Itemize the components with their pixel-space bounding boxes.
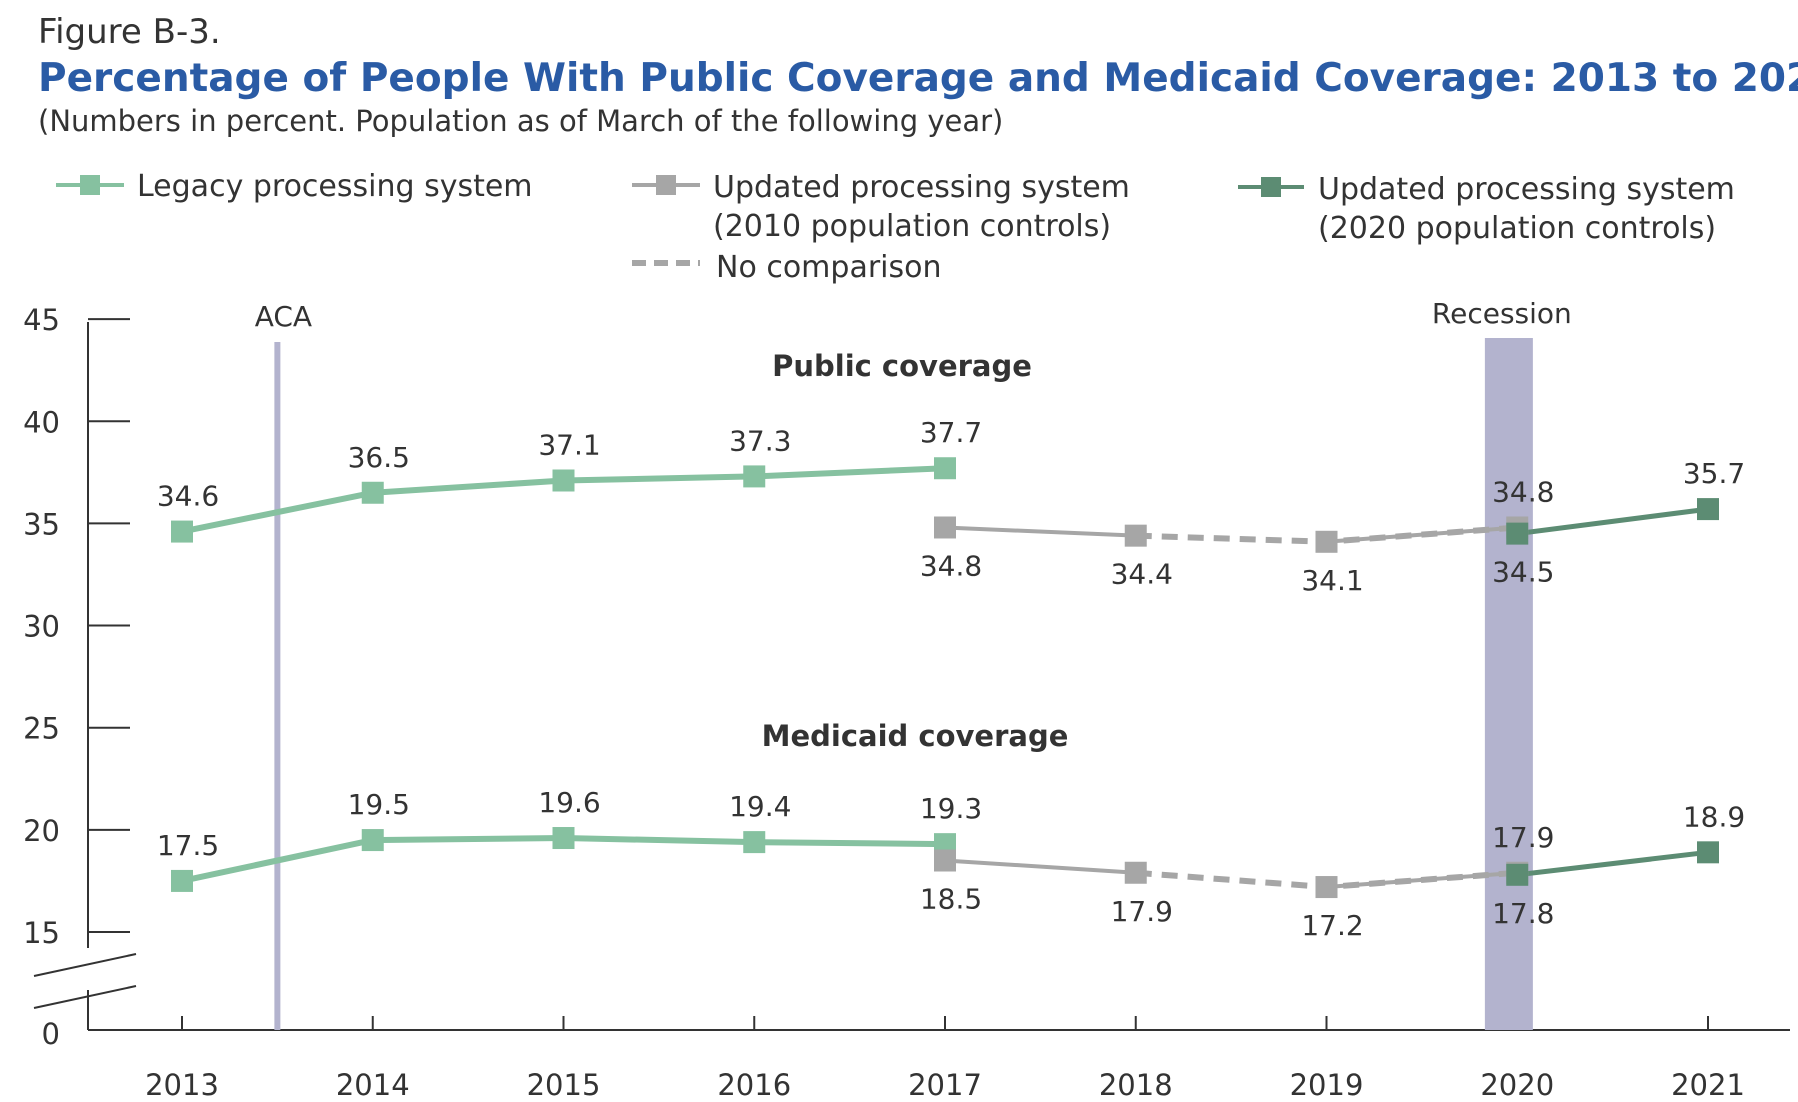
data-label-2014-1: 36.5 bbox=[348, 441, 410, 474]
medicaid-point-legacy-2014 bbox=[361, 829, 384, 852]
aca-label: ACA bbox=[255, 300, 312, 333]
series-layer bbox=[171, 457, 1719, 899]
data-label-2021-21: 18.9 bbox=[1683, 800, 1745, 833]
public-point-updated-2020-2021 bbox=[1697, 498, 1719, 521]
medicaid-point-updated-2020-2021 bbox=[1697, 841, 1719, 864]
x-tick-label-2014: 2014 bbox=[336, 1068, 410, 1102]
public-point-updated-2020-2020 bbox=[1506, 522, 1529, 545]
legend-label-legacy: Legacy processing system bbox=[137, 169, 533, 204]
data-label-2017-15: 19.3 bbox=[920, 792, 982, 825]
medicaid-point-legacy-2016 bbox=[743, 831, 766, 854]
axis-break-mark-2 bbox=[33, 985, 137, 1009]
axis-break-mark-1 bbox=[33, 953, 137, 977]
data-label-2020-8: 34.8 bbox=[1492, 475, 1554, 508]
data-label-2021-10: 35.7 bbox=[1683, 457, 1745, 490]
medicaid-line-updated-2010-3 bbox=[1326, 870, 1518, 890]
legend-swatch-2010-marker bbox=[656, 175, 676, 195]
medicaid-point-legacy-2013 bbox=[171, 869, 193, 892]
legend-swatch-2020-marker bbox=[1261, 177, 1281, 197]
data-label-2015-13: 19.6 bbox=[538, 786, 600, 819]
legend-label-2020-line2: (2020 population controls) bbox=[1318, 211, 1716, 246]
x-tick-label-2013: 2013 bbox=[145, 1068, 219, 1102]
legend-label-2010-line1: Updated processing system bbox=[713, 170, 1130, 205]
recession-label: Recession bbox=[1432, 297, 1572, 330]
public-point-legacy-2016 bbox=[743, 465, 766, 488]
public-line-updated-2010-1 bbox=[944, 525, 1136, 538]
panel-label-medicaid-coverage: Medicaid coverage bbox=[762, 719, 1069, 753]
data-label-2019-7: 34.1 bbox=[1301, 564, 1363, 597]
public-point-updated-2010-2018 bbox=[1124, 524, 1147, 547]
legend-label-2010-line2: (2010 population controls) bbox=[713, 209, 1111, 244]
y-tick-label-15: 15 bbox=[23, 916, 60, 950]
y-tick-label-35: 35 bbox=[23, 507, 60, 541]
x-tick-label-2018: 2018 bbox=[1099, 1068, 1173, 1102]
medicaid-point-updated-2010-2018 bbox=[1124, 861, 1147, 884]
data-label-2019-18: 17.2 bbox=[1301, 909, 1363, 942]
medicaid-point-legacy-2015 bbox=[552, 827, 575, 850]
data-label-2014-12: 19.5 bbox=[348, 788, 410, 821]
legend-label-no-comparison: No comparison bbox=[716, 250, 942, 285]
medicaid-line-updated-2020-4 bbox=[1516, 849, 1709, 878]
data-label-2018-6: 34.4 bbox=[1111, 558, 1173, 591]
data-label-2017-16: 18.5 bbox=[920, 882, 982, 915]
public-point-updated-2010-2017 bbox=[934, 516, 956, 539]
public-line-updated-2020-4 bbox=[1516, 506, 1709, 537]
legend-item-no-comparison: No comparison bbox=[632, 250, 942, 285]
y-tick-label-45: 45 bbox=[23, 303, 60, 337]
legend-swatch-legacy-marker bbox=[80, 175, 100, 195]
panel-label-public-coverage: Public coverage bbox=[772, 349, 1032, 383]
y-tick-label-30: 30 bbox=[23, 610, 60, 644]
x-tick-label-2019: 2019 bbox=[1290, 1068, 1364, 1102]
data-label-2017-4: 37.7 bbox=[920, 416, 982, 449]
data-label-2013-0: 34.6 bbox=[157, 480, 219, 513]
x-tick-label-2021: 2021 bbox=[1671, 1068, 1745, 1102]
medicaid-point-updated-2020-2020 bbox=[1506, 863, 1529, 886]
x-tick-label-2016: 2016 bbox=[717, 1068, 791, 1102]
data-label-2020-20: 17.8 bbox=[1492, 897, 1554, 930]
y-tick-label-0: 0 bbox=[42, 1017, 60, 1051]
public-point-legacy-2014 bbox=[361, 481, 384, 504]
y-tick-label-25: 25 bbox=[23, 712, 60, 746]
medicaid-line-updated-2010-1 bbox=[944, 858, 1136, 875]
public-point-updated-2010-2019 bbox=[1315, 530, 1338, 553]
medicaid-point-updated-2010-2019 bbox=[1315, 876, 1338, 899]
data-label-2018-17: 17.9 bbox=[1111, 895, 1173, 928]
legend-item-updated-2020: Updated processing system (2020 populati… bbox=[1238, 172, 1735, 246]
public-point-legacy-2013 bbox=[171, 520, 193, 543]
annotations: ACA Recession bbox=[255, 297, 1572, 1030]
recession-band bbox=[1484, 338, 1533, 1030]
data-label-2013-11: 17.5 bbox=[157, 829, 219, 862]
legend-label-2020-line1: Updated processing system bbox=[1318, 172, 1735, 207]
figure-label: Figure B-3. bbox=[38, 12, 221, 52]
public-line-updated-2010-3 bbox=[1326, 525, 1518, 544]
y-tick-label-20: 20 bbox=[23, 814, 60, 848]
x-tick-label-2020: 2020 bbox=[1480, 1068, 1554, 1102]
data-label-2016-14: 19.4 bbox=[729, 790, 791, 823]
data-label-2015-2: 37.1 bbox=[538, 428, 600, 461]
legend-item-updated-2010: Updated processing system (2010 populati… bbox=[632, 170, 1130, 244]
chart-subtitle: (Numbers in percent. Population as of Ma… bbox=[38, 104, 1004, 138]
legend: Legacy processing system Updated process… bbox=[56, 169, 1735, 285]
public-point-legacy-2015 bbox=[552, 469, 575, 492]
data-labels-layer: 34.6 36.5 37.1 37.3 37.7 34.8 34.4 34.1 34.8 34.5… bbox=[157, 416, 1745, 942]
public-point-legacy-2017 bbox=[934, 457, 956, 480]
x-tick-label-2015: 2015 bbox=[527, 1068, 601, 1102]
data-label-2020-9: 34.5 bbox=[1492, 556, 1554, 589]
medicaid-point-updated-2010-2017 bbox=[934, 849, 956, 872]
legend-item-legacy: Legacy processing system bbox=[56, 169, 533, 204]
x-tick-label-2017: 2017 bbox=[908, 1068, 982, 1102]
data-label-2020-19: 17.9 bbox=[1492, 821, 1554, 854]
chart-title: Percentage of People With Public Coverag… bbox=[38, 56, 1798, 101]
axes: 0 15 20 25 30 35 40 45 2013 2014 2015 2016 2017 2018… bbox=[23, 303, 1790, 1102]
y-tick-label-40: 40 bbox=[23, 405, 60, 439]
data-label-2017-5: 34.8 bbox=[920, 549, 982, 582]
data-label-2016-3: 37.3 bbox=[729, 424, 791, 457]
